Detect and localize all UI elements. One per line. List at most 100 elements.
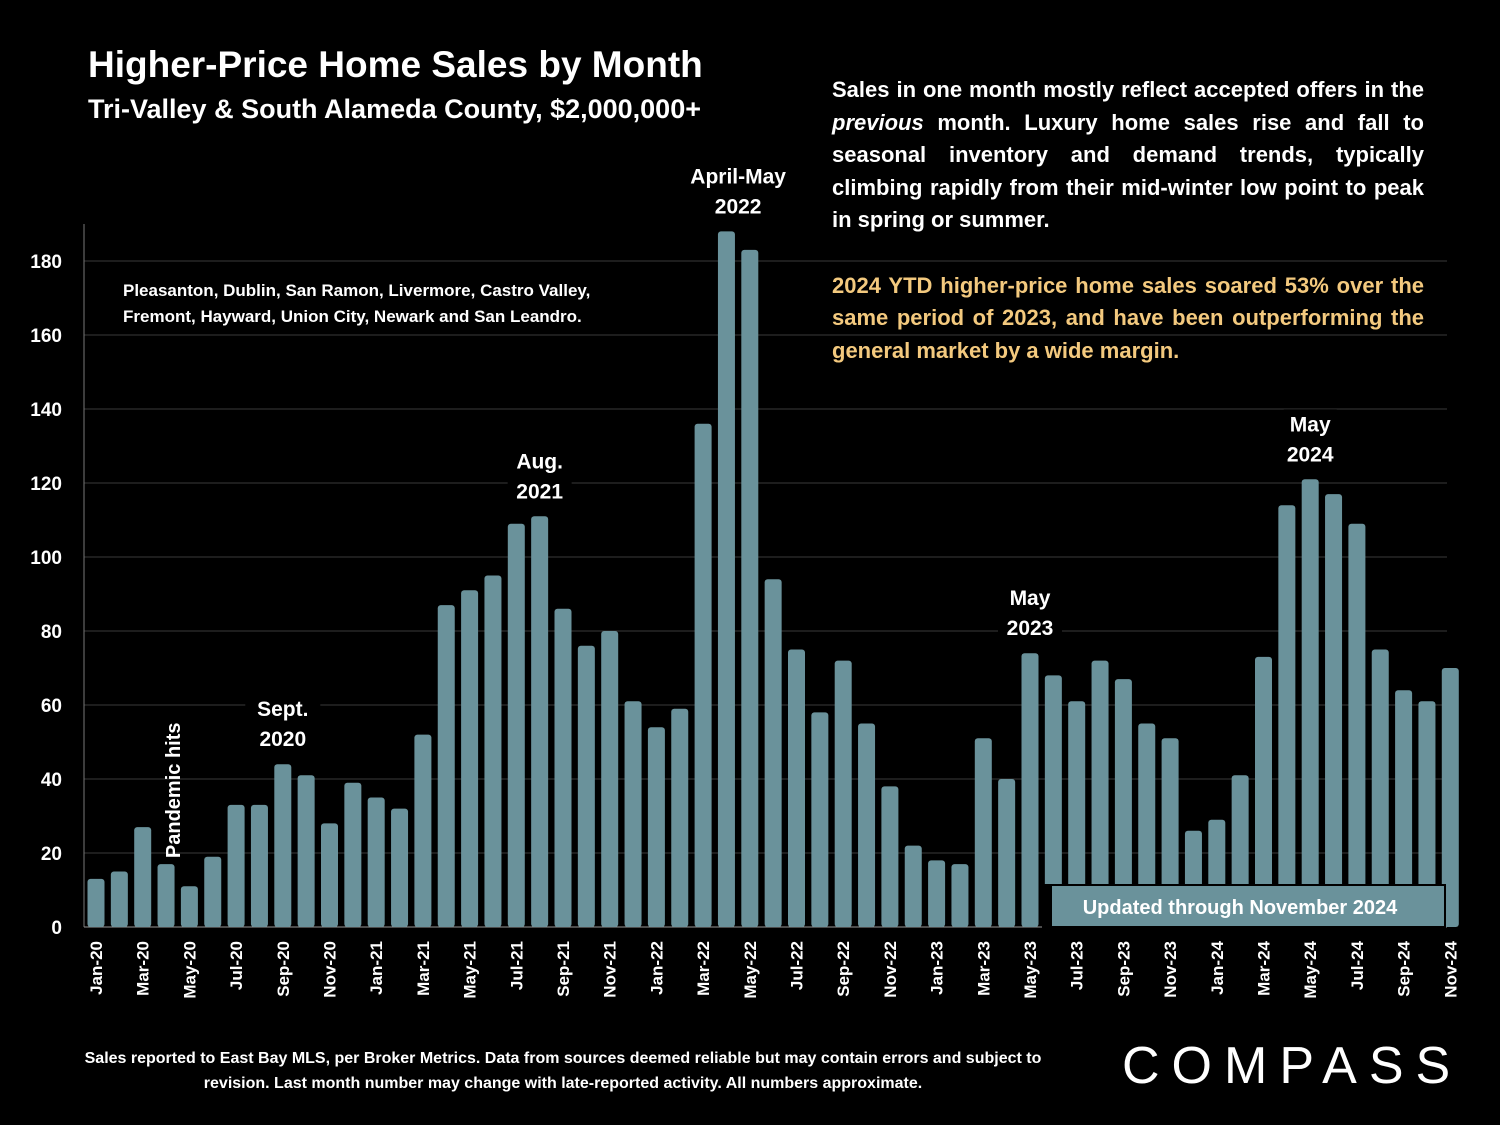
bar [134,827,152,927]
x-tick-label: Jul-23 [1068,941,1087,990]
x-tick-label: May-23 [1021,941,1040,999]
bar [647,727,665,927]
bar [1114,679,1132,927]
bar [858,723,876,927]
annotation-label: 2023 [1007,617,1054,640]
annotation-bg [245,694,321,725]
x-tick-label: Nov-22 [881,941,900,998]
annotation-label: May [1290,413,1331,436]
bar [297,775,315,927]
bar [928,860,946,927]
bar [87,878,105,927]
bar [344,782,362,927]
y-tick-label: 20 [41,844,62,865]
bar [1441,668,1459,927]
annotation-label: Pandemic hits [163,722,185,858]
annotation-bg [998,613,1062,644]
y-tick-label: 180 [30,252,62,273]
annotation-bg [1278,439,1343,470]
bar [1395,690,1413,927]
chart-title: Higher-Price Home Sales by Month [88,44,703,85]
bar [437,605,455,927]
x-tick-label: Nov-23 [1161,941,1180,998]
bar [531,516,549,927]
areas-note: Pleasanton, Dublin, San Ramon, Livermore… [123,281,591,326]
x-tick-label: Mar-22 [694,941,713,996]
x-tick-label: Jan-23 [928,941,947,995]
bar [414,734,432,927]
bar [601,631,619,927]
bar [1091,660,1109,927]
bar [321,823,338,927]
bar [741,249,759,927]
bar [204,856,222,927]
x-tick-label: Sep-23 [1114,941,1133,997]
commentary-text-2: month. Luxury home sales rise and fall t… [832,109,1424,233]
x-tick-label: Jul-22 [788,941,807,990]
x-tick-label: May-20 [180,941,199,999]
bar [577,645,595,927]
y-tick-label: 160 [30,326,62,347]
bar [624,701,642,927]
commentary-paragraph-1: Sales in one month mostly reflect accept… [832,74,1424,237]
update-note: Updated through November 2024 [1083,897,1398,919]
annotation-label: 2024 [1287,443,1334,466]
bar [904,845,922,927]
annotation-bg [1283,409,1337,440]
x-tick-label: Nov-20 [321,941,340,998]
annotation-bg [507,476,572,507]
commentary-italic: previous [832,109,924,135]
bar [1418,701,1436,927]
bar [391,808,409,927]
footnote: Sales reported to East Bay MLS, per Brok… [84,1050,1042,1092]
bar [1255,656,1272,927]
bar [1068,701,1086,927]
bar [951,864,969,927]
y-tick-label: 140 [30,400,62,421]
y-tick-label: 40 [41,770,62,791]
bar [1044,675,1062,927]
bar [110,871,128,927]
annotation-label: 2022 [715,195,762,218]
bar [811,712,829,927]
y-tick-label: 120 [30,474,62,495]
x-tick-label: Mar-21 [414,941,433,996]
bar [250,804,268,927]
bar [1138,723,1156,927]
update-note-box [1052,886,1444,926]
bar [788,649,805,927]
x-tick-label: Jul-24 [1348,940,1367,990]
x-tick-label: Mar-20 [134,941,153,996]
bar [694,423,712,927]
bar [1161,738,1179,927]
bar [881,786,899,927]
bar [180,886,198,927]
x-tick-label: Nov-24 [1441,940,1460,997]
annotation-label: 2020 [259,728,306,751]
bar [671,708,689,927]
x-tick-label: Sep-21 [554,941,573,997]
annotation-bg [1003,583,1057,614]
bar [1278,505,1296,927]
x-tick-label: Jan-22 [647,941,666,995]
commentary-paragraph-2: 2024 YTD higher-price home sales soared … [832,272,1424,363]
annotation-label: Sept. [257,698,308,721]
bar [974,738,992,927]
chart-subtitle: Tri-Valley & South Alameda County, $2,00… [88,94,701,124]
y-tick-label: 100 [30,548,62,569]
bar [1021,653,1039,927]
annotation-bg [706,191,771,222]
bar [764,579,782,927]
x-tick-label: Jan-20 [87,941,106,995]
bar [1348,523,1366,927]
x-tick-label: May-22 [741,941,760,999]
bar [461,590,479,927]
annotation-label: Aug. [516,450,563,473]
x-tick-label: Sep-22 [834,941,853,997]
annotation-label: 2021 [516,480,563,503]
x-tick-label: Jan-24 [1208,940,1227,994]
x-tick-label: Sep-20 [274,941,293,997]
bar [717,231,735,927]
bar [367,797,385,927]
